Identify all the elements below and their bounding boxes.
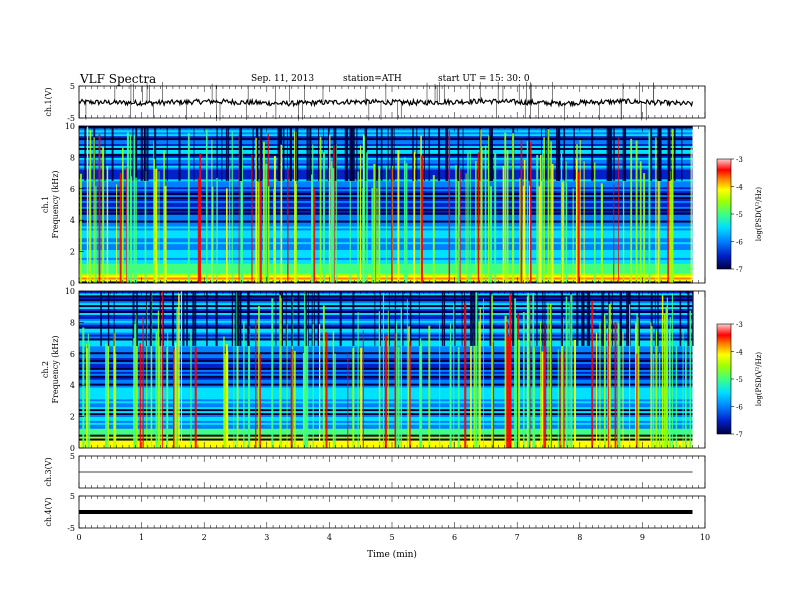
ch1-colorbar: -3 -4 -5 -6 -7 log(PSD(V²/Hz) [716,156,763,274]
frequency-axis-label: Frequency (kHz) [51,335,60,403]
colorbar-tick-label: -3 [736,321,743,329]
y-tick-label: 8 [70,318,75,327]
y-axis-label: ch.1(V) [44,87,53,116]
y-tick-label: 0 [70,279,75,288]
x-tick-label: 6 [452,533,457,542]
start-time-label: start UT = 15: 30: 0 [438,74,530,84]
date-label: Sep. 11, 2013 [251,74,315,84]
y-tick-label: 10 [65,287,75,296]
time-axis: 0 1 2 3 4 5 6 7 8 9 10 [76,533,710,542]
x-tick-label: 8 [577,533,582,542]
y-tick-label: 4 [70,381,75,390]
x-tick-label: 7 [515,533,520,542]
y-tick-label: -5 [67,114,75,123]
x-axis-label: Time (min) [367,549,417,560]
ch4-waveform-panel: 5 -5 ch.4(V) [44,492,706,533]
colorbar-gradient [716,323,732,435]
x-tick-label: 2 [202,533,207,542]
colorbar-tick-label: -3 [736,156,743,164]
colorbar-tick-label: -5 [736,376,743,384]
x-tick-label: 10 [700,533,710,542]
ch2-colorbar: -3 -4 -5 -6 -7 log(PSD(V²/Hz) [716,321,763,439]
x-tick-label: 4 [327,533,332,542]
y-tick-label: 6 [70,350,75,359]
x-tick-label: 1 [139,533,144,542]
ch1-waveform-panel: 5 -5 ch.1(V) [44,82,706,123]
frequency-axis-label: Frequency (kHz) [51,170,60,238]
figure-title: VLF Spectra [80,72,157,86]
colorbar-tick-label: -7 [736,431,743,439]
x-tick-label: 0 [76,533,81,542]
y-tick-label: 10 [65,122,75,131]
y-tick-label: 2 [70,248,75,257]
y-tick-label: 5 [70,452,75,461]
colorbar-tick-label: -4 [736,184,743,192]
colorbar-tick-label: -6 [736,239,743,247]
station-label: station=ATH [343,74,402,84]
y-tick-label: -5 [67,524,75,533]
colorbar-tick-label: -6 [736,404,743,412]
ch2-spectrogram-panel: 0 2 4 6 8 10 ch.2 Frequency (kHz) [41,287,706,453]
colorbar-label: log(PSD(V²/Hz) [755,352,763,407]
y-tick-label: 2 [70,413,75,422]
ch3-waveform-panel: 5 ch.3(V) [44,452,706,489]
y-tick-label: 5 [70,492,75,501]
colorbar-tick-label: -4 [736,349,743,357]
colorbar-gradient [716,158,732,270]
y-tick-label: 0 [70,444,75,453]
y-tick-label: 6 [70,185,75,194]
y-tick-label: 5 [70,82,75,91]
y-tick-label: 4 [70,216,75,225]
y-tick-label: 8 [70,153,75,162]
colorbar-tick-label: -7 [736,266,743,274]
colorbar-tick-label: -5 [736,211,743,219]
x-tick-label: 5 [389,533,394,542]
y-axis-label: ch.4(V) [44,497,53,526]
channel-label: ch.1 [41,196,50,213]
ch1-spectrogram-panel: 0 2 4 6 8 10 ch.1 Frequency (kHz) [41,122,706,288]
channel-label: ch.2 [41,361,50,378]
x-tick-label: 3 [264,533,269,542]
colorbar-label: log(PSD(V²/Hz) [755,187,763,242]
ch1-series-line [78,96,694,108]
x-tick-label: 9 [640,533,645,542]
y-axis-label: ch.3(V) [44,457,53,486]
